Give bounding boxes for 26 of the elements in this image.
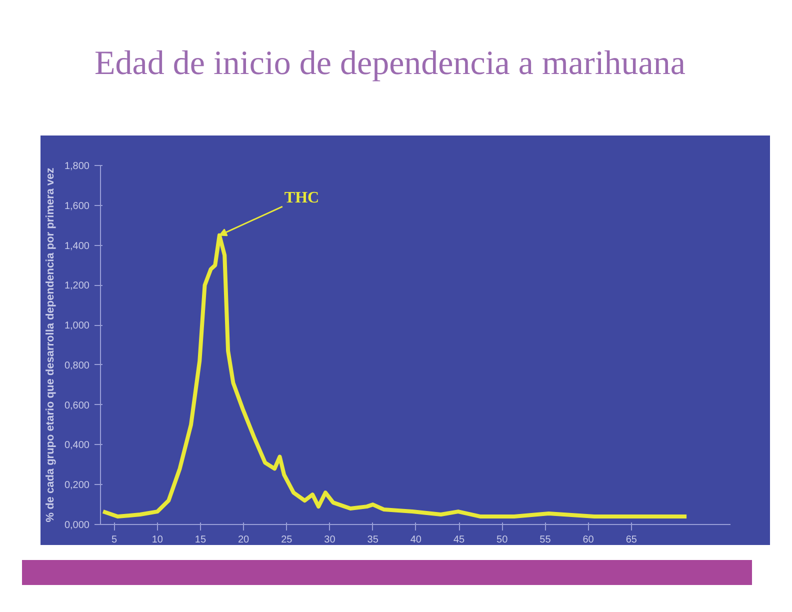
y-tick-label: 0,200 [64,480,90,492]
y-tick-label: 1,600 [64,200,90,212]
y-tick-label: 1,200 [64,280,90,292]
y-tick-label: 1,800 [64,161,90,172]
x-tick-label: 45 [453,534,466,546]
x-tick-label: 55 [540,534,552,546]
x-tick-label: 65 [626,534,638,546]
x-tick-label: 25 [281,534,293,546]
x-tick-label: 15 [194,534,206,546]
y-tick-label: 0,800 [64,360,90,372]
x-tick-label: 35 [367,534,379,546]
x-tick-label: 10 [152,534,164,546]
x-tick-label: 5 [112,534,118,546]
x-tick-label: 40 [410,534,422,546]
x-tick-label: 30 [324,534,336,546]
y-tick-label: 0,600 [64,400,90,412]
y-tick-label: 0,400 [64,440,90,452]
y-tick-label: 1,000 [64,320,90,332]
chart-title: Edad de inicio de dependencia a marihuana [94,44,686,84]
y-tick-label: 0,000 [64,520,90,531]
y-axis-title: % de cada grupo etario que desarrolla dependencia por primera vez [44,167,56,522]
x-tick-label: 60 [582,534,594,546]
x-tick-label: 20 [238,534,250,546]
annotation: THC [284,190,320,207]
y-tick-label: 1,400 [64,240,90,252]
x-tick-label: 50 [496,534,508,546]
